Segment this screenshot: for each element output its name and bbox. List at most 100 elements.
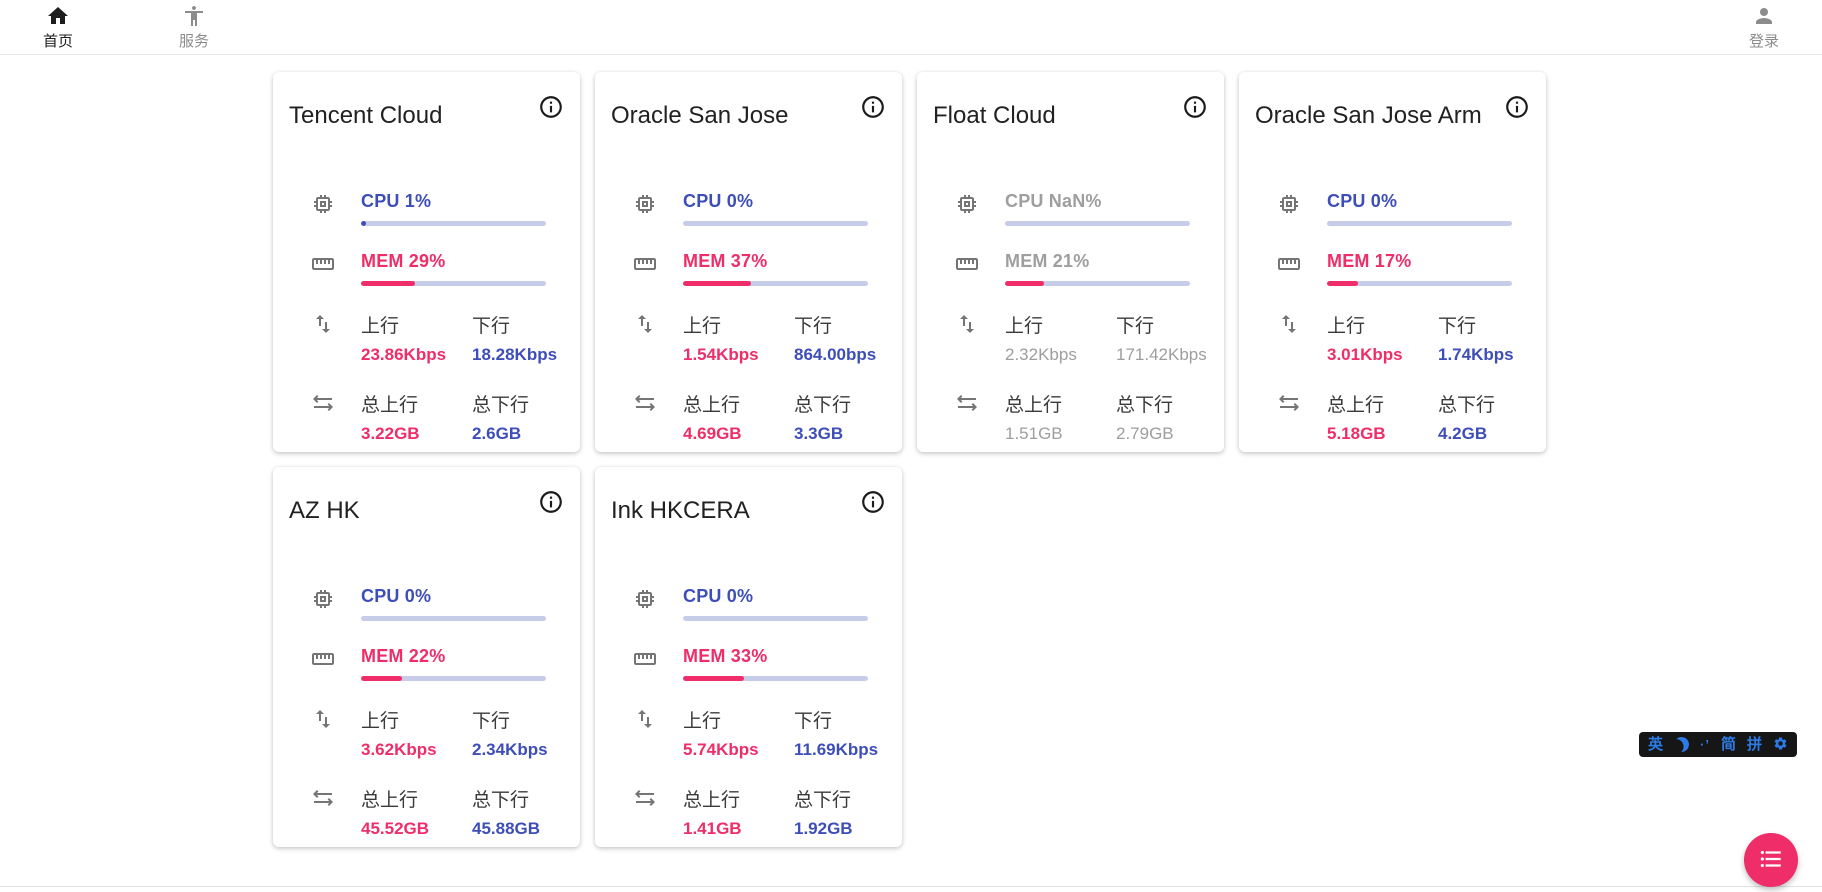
total-upload-value: 1.41GB	[683, 818, 742, 838]
ime-simplified-toggle[interactable]: 简	[1720, 736, 1736, 753]
server-name: Tencent Cloud	[289, 102, 443, 129]
server-list-fab[interactable]	[1744, 833, 1798, 887]
gear-icon	[1773, 736, 1788, 754]
info-button[interactable]	[1182, 94, 1208, 120]
server-metrics: CPU 1% MEM 29%	[273, 191, 580, 444]
total-download-value: 1.92GB	[794, 818, 853, 838]
total-download-value: 2.79GB	[1116, 423, 1174, 443]
total-upload-value: 1.51GB	[1005, 423, 1063, 443]
server-name: Float Cloud	[933, 102, 1056, 129]
info-icon	[860, 491, 886, 518]
server-card-header: Float Cloud	[917, 72, 1224, 131]
cpu-row: CPU 0%	[595, 191, 902, 226]
upload-value: 3.01Kbps	[1327, 344, 1403, 364]
total-upload: 总上行 45.52GB	[361, 785, 472, 839]
mem-metric: MEM 33%	[683, 646, 902, 681]
server-cards-grid: Tencent Cloud CPU 1%	[273, 72, 1563, 847]
info-button[interactable]	[860, 94, 886, 120]
download-label: 下行	[472, 315, 511, 337]
list-icon	[1758, 846, 1784, 875]
total-upload-label: 总上行	[361, 789, 419, 811]
total-upload-value: 45.52GB	[361, 818, 430, 838]
download-label: 下行	[794, 710, 833, 732]
cpu-usage-label: CPU 1%	[361, 190, 432, 211]
total-download: 总下行 2.79GB	[1116, 390, 1227, 444]
mem-progress-fill	[683, 280, 752, 286]
server-name: Oracle San Jose Arm	[1255, 102, 1482, 129]
server-metrics: CPU 0% MEM 22%	[273, 586, 580, 839]
download-speed: 下行 11.69Kbps	[794, 706, 905, 760]
total-upload-label: 总上行	[361, 394, 419, 416]
download-speed: 下行 864.00bps	[794, 311, 905, 365]
download-value: 171.42Kbps	[1116, 344, 1207, 364]
cpu-metric: CPU 0%	[683, 191, 902, 226]
nav-item-services[interactable]: 服务	[172, 4, 216, 51]
upload-speed: 上行 1.54Kbps	[683, 311, 794, 365]
mem-metric: MEM 37%	[683, 251, 902, 286]
up-down-arrows-icon	[311, 707, 335, 736]
server-card: Float Cloud CPU NaN%	[917, 72, 1224, 452]
upload-value: 2.32Kbps	[1005, 344, 1077, 364]
server-card: Tencent Cloud CPU 1%	[273, 72, 580, 452]
cpu-row: CPU 0%	[1239, 191, 1546, 226]
ruler-icon	[311, 647, 335, 676]
cpu-row: CPU NaN%	[917, 191, 1224, 226]
total-download-value: 2.6GB	[472, 423, 522, 443]
cpu-usage-label: CPU 0%	[1327, 190, 1398, 211]
total-upload-label: 总上行	[683, 789, 741, 811]
download-value: 18.28Kbps	[472, 344, 558, 364]
ime-pinyin-toggle[interactable]: 拼	[1746, 736, 1762, 753]
left-right-arrows-icon	[311, 391, 335, 420]
total-upload: 总上行 1.41GB	[683, 785, 794, 839]
total-upload-label: 总上行	[683, 394, 741, 416]
download-label: 下行	[794, 315, 833, 337]
upload-value: 5.74Kbps	[683, 739, 759, 759]
cpu-row: CPU 0%	[595, 586, 902, 621]
upload-speed: 上行 3.62Kbps	[361, 706, 472, 760]
download-value: 2.34Kbps	[472, 739, 548, 759]
server-metrics: CPU NaN% MEM 21%	[917, 191, 1224, 444]
mem-progress-fill	[361, 675, 402, 681]
upload-speed: 上行 23.86Kbps	[361, 311, 472, 365]
upload-value: 1.54Kbps	[683, 344, 759, 364]
mem-progress-bar	[683, 280, 868, 286]
ime-language-toggle[interactable]: 英	[1648, 736, 1664, 753]
download-label: 下行	[1438, 315, 1477, 337]
speed-row: 上行 3.62Kbps 下行 2.34Kbps	[273, 706, 580, 760]
up-down-arrows-icon	[1277, 312, 1301, 341]
upload-label: 上行	[361, 315, 400, 337]
cpu-progress-bar	[1327, 220, 1512, 226]
cpu-usage-label: CPU 0%	[361, 585, 432, 606]
ime-settings-button[interactable]	[1773, 736, 1788, 754]
cpu-chip-icon	[955, 192, 979, 221]
server-card: Oracle San Jose Arm CPU 0%	[1239, 72, 1546, 452]
server-metrics: CPU 0% MEM 37%	[595, 191, 902, 444]
info-button[interactable]	[538, 94, 564, 120]
nav-item-home[interactable]: 首页	[36, 4, 80, 51]
total-traffic-row: 总上行 45.52GB 总下行 45.88GB	[273, 785, 580, 839]
ruler-icon	[633, 252, 657, 281]
mem-row: MEM 33%	[595, 646, 902, 681]
info-button[interactable]	[538, 489, 564, 515]
ime-width-toggle[interactable]	[1674, 737, 1689, 752]
cpu-progress-bar	[683, 615, 868, 621]
speed-row: 上行 5.74Kbps 下行 11.69Kbps	[595, 706, 902, 760]
info-button[interactable]	[860, 489, 886, 515]
total-download-label: 总下行	[472, 394, 530, 416]
cpu-row: CPU 1%	[273, 191, 580, 226]
total-traffic-row: 总上行 3.22GB 总下行 2.6GB	[273, 390, 580, 444]
total-download-label: 总下行	[794, 789, 852, 811]
ruler-icon	[955, 252, 979, 281]
ruler-icon	[633, 647, 657, 676]
up-down-arrows-icon	[633, 707, 657, 736]
total-upload: 总上行 5.18GB	[1327, 390, 1438, 444]
ime-punctuation-toggle[interactable]: ·’	[1700, 737, 1710, 752]
ruler-icon	[311, 252, 335, 281]
info-button[interactable]	[1504, 94, 1530, 120]
server-card: Oracle San Jose CPU 0%	[595, 72, 902, 452]
upload-value: 23.86Kbps	[361, 344, 447, 364]
info-icon	[1182, 96, 1208, 123]
nav-item-login[interactable]: 登录	[1742, 4, 1786, 51]
mem-row: MEM 21%	[917, 251, 1224, 286]
mem-usage-label: MEM 33%	[683, 645, 768, 666]
